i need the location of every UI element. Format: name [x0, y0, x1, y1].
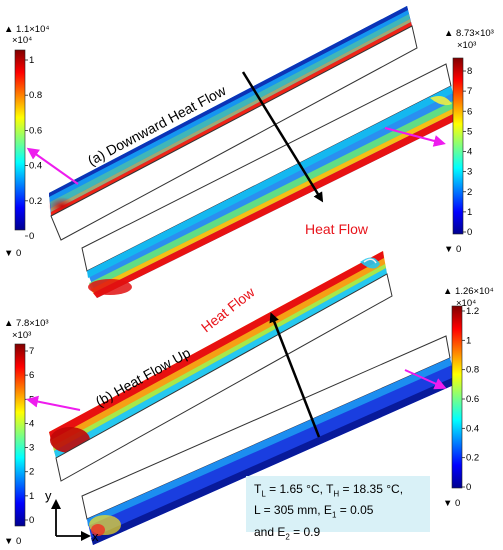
- pointer-arrow-a-right: [384, 127, 446, 147]
- colorbar-top-right-ticks: 8 7 6 5 4 3 2 1 0: [463, 66, 472, 238]
- colorbar-tick-label: 7: [467, 86, 472, 97]
- colorbar-bottom-right: [451, 305, 463, 489]
- th-sub: H: [333, 489, 340, 499]
- colorbar-top-left-ticks: 1 0.8 0.6 0.4 0.2 0: [25, 55, 42, 242]
- colorbar-tick-label: 0.2: [29, 196, 42, 207]
- conditions-box: TL = 1.65 °C, TH = 18.35 °C, L = 305 mm,…: [246, 476, 430, 541]
- heat-flow-arrow-b: [269, 312, 321, 438]
- axis-x-label: x: [92, 529, 99, 544]
- cb-tr-min: ▼ 0: [444, 244, 461, 255]
- colorbar-tick-label: 0.6: [29, 125, 42, 136]
- colorbar-bottom-left: [14, 343, 26, 527]
- slab-b2: [87, 358, 456, 545]
- colorbar-tick-label: 6: [467, 106, 472, 117]
- pointer-arrow-b-right: [404, 369, 447, 390]
- e2-prefix: and: [254, 524, 278, 539]
- cb-br-max: ▲ 1.26×10⁴: [443, 286, 494, 297]
- conditions-line-2: L = 305 mm, E1 = 0.05: [254, 502, 422, 523]
- colorbar-tick-label: 2: [467, 187, 472, 198]
- cb-bl-scale: ×10³: [12, 330, 31, 341]
- pointer-arrow-b-left: [26, 395, 81, 411]
- colorbar-tick-label: 1: [467, 207, 472, 218]
- colorbar-tick-label: 0: [29, 231, 34, 242]
- colorbar-tick-label: 1: [29, 55, 34, 66]
- cb-br-scale: ×10⁴: [456, 298, 476, 309]
- cb-tl-scale: ×10⁴: [12, 35, 32, 46]
- cb-tr-scale: ×10³: [457, 40, 476, 51]
- colorbar-tick-label: 0: [29, 515, 34, 526]
- colorbar-tick-label: 1: [466, 335, 471, 346]
- slab-a1-outline: [50, 25, 418, 241]
- slab-a1: [48, 6, 412, 216]
- axis-y-label: y: [45, 488, 52, 503]
- colorbar-tick-label: 8: [467, 66, 472, 77]
- conditions-line-1: TL = 1.65 °C, TH = 18.35 °C,: [254, 481, 422, 502]
- e2-sub: 2: [285, 532, 290, 542]
- heat-flow-label-a: Heat Flow: [305, 221, 369, 237]
- colorbar-tick-label: 0: [467, 227, 472, 238]
- e2-value: = 0.9: [289, 524, 321, 539]
- colorbar-tick-label: 0.4: [466, 423, 479, 434]
- axes-indicator: y x: [45, 488, 99, 544]
- pointer-arrow-a-left: [26, 147, 79, 185]
- slab-b1-outline: [55, 273, 393, 482]
- e1-value: = 0.05: [336, 503, 374, 518]
- cb-tr-max: ▲ 8.73×10³: [444, 28, 494, 39]
- slab-a2: [87, 86, 459, 298]
- tl-symbol: T: [254, 482, 262, 496]
- cb-br-min: ▼ 0: [443, 498, 460, 509]
- cb-tl-min: ▼ 0: [4, 248, 21, 259]
- colorbar-top-right: [452, 57, 464, 235]
- slab-b1: [49, 251, 387, 458]
- colorbar-top-left: [14, 49, 26, 231]
- colorbar-tick-label: 0.2: [466, 453, 479, 464]
- heat-flow-arrow-a: [241, 71, 324, 203]
- cb-tl-max: ▲ 1.1×10⁴: [4, 24, 49, 35]
- colorbar-tick-label: 3: [29, 443, 34, 454]
- th-value: = 18.35 °C,: [339, 482, 404, 496]
- colorbar-tick-label: 0.4: [29, 161, 42, 172]
- e2-symbol: E: [277, 524, 286, 539]
- colorbar-tick-label: 4: [29, 418, 34, 429]
- tl-value: = 1.65 °C,: [265, 482, 327, 496]
- colorbar-tick-label: 4: [467, 147, 472, 158]
- e1-sub: 1: [331, 510, 337, 520]
- cb-bl-min: ▼ 0: [4, 536, 21, 547]
- colorbar-bottom-right-ticks: 1.2 1 0.8 0.6 0.4 0.2 0: [462, 306, 479, 493]
- colorbar-tick-label: 1.2: [466, 306, 479, 317]
- colorbar-tick-label: 0.8: [466, 365, 479, 376]
- colorbar-tick-label: 0.6: [466, 394, 479, 405]
- conditions-line-3: and E2 = 0.9: [254, 524, 422, 545]
- colorbar-tick-label: 0.8: [29, 90, 42, 101]
- l-text: L = 305 mm,: [254, 503, 324, 518]
- cb-bl-max: ▲ 7.8×10³: [4, 318, 49, 329]
- e1-symbol: E: [323, 503, 332, 518]
- th-symbol: T: [326, 482, 334, 496]
- colorbar-tick-label: 2: [29, 467, 34, 478]
- colorbar-tick-label: 1: [29, 491, 34, 502]
- colorbar-tick-label: 6: [29, 370, 34, 381]
- colorbar-tick-label: 5: [467, 126, 472, 137]
- colorbar-tick-label: 3: [467, 167, 472, 178]
- tl-sub: L: [261, 489, 266, 499]
- colorbar-tick-label: 7: [29, 346, 34, 357]
- colorbar-tick-label: 0: [466, 482, 471, 493]
